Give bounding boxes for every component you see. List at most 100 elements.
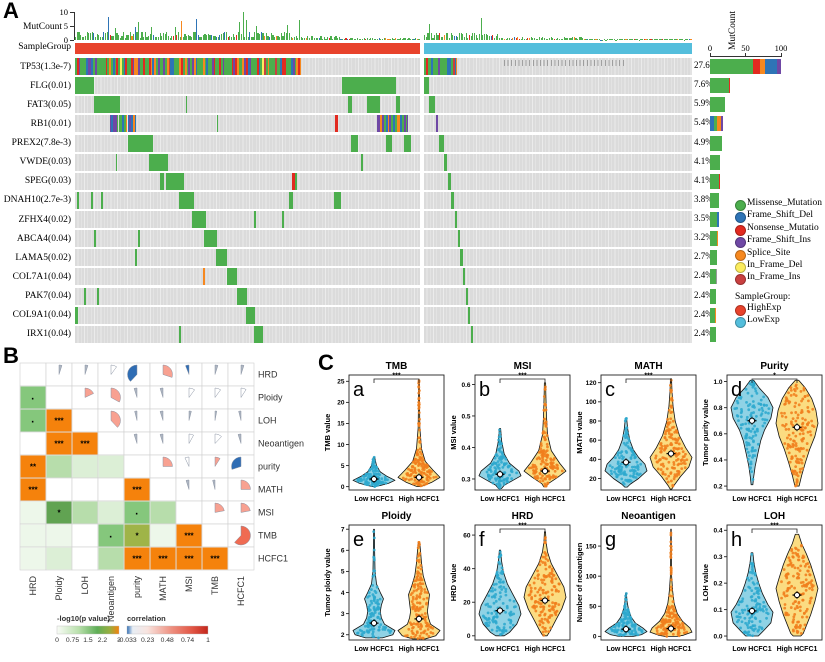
mutcount-bar bbox=[383, 38, 385, 40]
data-point bbox=[801, 556, 805, 559]
data-point bbox=[619, 469, 623, 473]
data-point bbox=[672, 605, 675, 609]
matrix-cell bbox=[175, 500, 203, 525]
data-point bbox=[746, 391, 750, 395]
data-point bbox=[541, 455, 545, 458]
data-point bbox=[546, 445, 549, 449]
pvalue-cell bbox=[46, 432, 72, 455]
y-axis-tick-label: 0.3 bbox=[461, 476, 470, 483]
significance-stars: *** bbox=[184, 532, 194, 541]
mutcount-bar bbox=[485, 33, 487, 40]
mutcount-bar bbox=[381, 38, 384, 40]
data-point bbox=[550, 569, 554, 573]
subplot-letter: b bbox=[479, 379, 490, 401]
mutcount-bar bbox=[482, 34, 484, 40]
data-point bbox=[407, 467, 410, 471]
data-point bbox=[624, 473, 628, 477]
data-point bbox=[794, 454, 798, 458]
plot-title: MSI bbox=[514, 361, 532, 372]
panel-b-label: B bbox=[3, 343, 19, 368]
data-point bbox=[669, 578, 673, 582]
data-point bbox=[417, 401, 421, 405]
data-point bbox=[800, 615, 804, 619]
mutcount-bar bbox=[214, 35, 216, 40]
mutation-mark bbox=[138, 58, 140, 75]
mutcount-bar bbox=[633, 38, 635, 40]
data-point bbox=[669, 540, 673, 544]
data-point bbox=[680, 467, 684, 471]
data-point bbox=[797, 620, 800, 624]
data-point bbox=[624, 597, 627, 601]
data-point bbox=[676, 469, 679, 473]
data-point bbox=[484, 617, 488, 620]
data-point bbox=[500, 566, 504, 570]
plot-title: Neoantigen bbox=[621, 511, 675, 522]
data-point bbox=[619, 451, 623, 455]
mutcount-bar bbox=[154, 36, 156, 40]
mutcount-bar bbox=[211, 35, 213, 40]
data-point bbox=[796, 572, 799, 575]
data-point bbox=[804, 609, 808, 613]
data-point bbox=[790, 564, 794, 568]
data-point bbox=[501, 581, 505, 584]
data-point bbox=[792, 574, 795, 578]
data-point bbox=[538, 613, 541, 617]
mutcount-bar bbox=[124, 37, 126, 40]
data-point bbox=[419, 631, 423, 635]
mutation-legend-label: Frame_Shift_Ins bbox=[747, 235, 811, 246]
mutation-mark bbox=[454, 58, 457, 75]
mutcount-bar bbox=[317, 37, 319, 40]
data-point bbox=[413, 604, 416, 608]
mutcount-bar bbox=[345, 38, 347, 40]
mutcount-bar bbox=[363, 37, 365, 40]
data-point bbox=[795, 576, 799, 580]
mutcount-bar bbox=[302, 37, 304, 40]
data-point bbox=[545, 449, 549, 453]
mutation-mark bbox=[87, 58, 90, 75]
mutation-mark bbox=[215, 58, 218, 75]
data-point bbox=[751, 624, 755, 628]
mutation-mark bbox=[291, 58, 293, 75]
violin-shape-low bbox=[730, 552, 774, 637]
mutcount-bar bbox=[468, 35, 471, 40]
data-point bbox=[498, 585, 502, 589]
data-point bbox=[753, 387, 757, 391]
mean-marker bbox=[667, 450, 675, 457]
mutcount-bar bbox=[680, 38, 682, 40]
data-point bbox=[410, 600, 414, 603]
mutation-mark bbox=[163, 58, 165, 75]
mutcount-bar bbox=[612, 39, 614, 40]
data-point bbox=[542, 605, 546, 609]
data-point bbox=[752, 382, 756, 386]
mutcount-bar bbox=[104, 32, 107, 40]
correlation-pie bbox=[188, 433, 194, 444]
data-point bbox=[765, 608, 768, 611]
data-point bbox=[544, 438, 547, 441]
mutation-mark bbox=[267, 58, 270, 75]
x-axis-group-label: High HCFC1 bbox=[525, 496, 566, 503]
correlation-pie bbox=[231, 456, 242, 470]
mutcount-bar bbox=[159, 32, 161, 40]
data-point bbox=[422, 597, 426, 601]
data-point bbox=[663, 444, 667, 448]
y-axis-tick-label: 6 bbox=[341, 548, 345, 555]
mutation-mark bbox=[134, 58, 137, 75]
data-point bbox=[542, 460, 545, 464]
data-point bbox=[421, 637, 425, 640]
gene-label: SPEG(0.03) bbox=[24, 176, 71, 187]
mutation-legend-label: In_Frame_Ins bbox=[747, 272, 801, 283]
data-point bbox=[622, 610, 626, 614]
data-point bbox=[367, 609, 371, 613]
pvalue-cell bbox=[20, 386, 46, 409]
pvalue-cell bbox=[72, 524, 98, 547]
data-point bbox=[669, 548, 673, 552]
data-point bbox=[543, 387, 547, 391]
data-point bbox=[741, 597, 745, 601]
data-point bbox=[628, 439, 631, 443]
data-point bbox=[427, 623, 431, 627]
mutation-mark bbox=[120, 58, 122, 75]
data-point bbox=[800, 429, 804, 432]
data-point bbox=[500, 442, 504, 446]
mutcount-bar bbox=[338, 36, 340, 40]
data-point bbox=[685, 458, 689, 462]
